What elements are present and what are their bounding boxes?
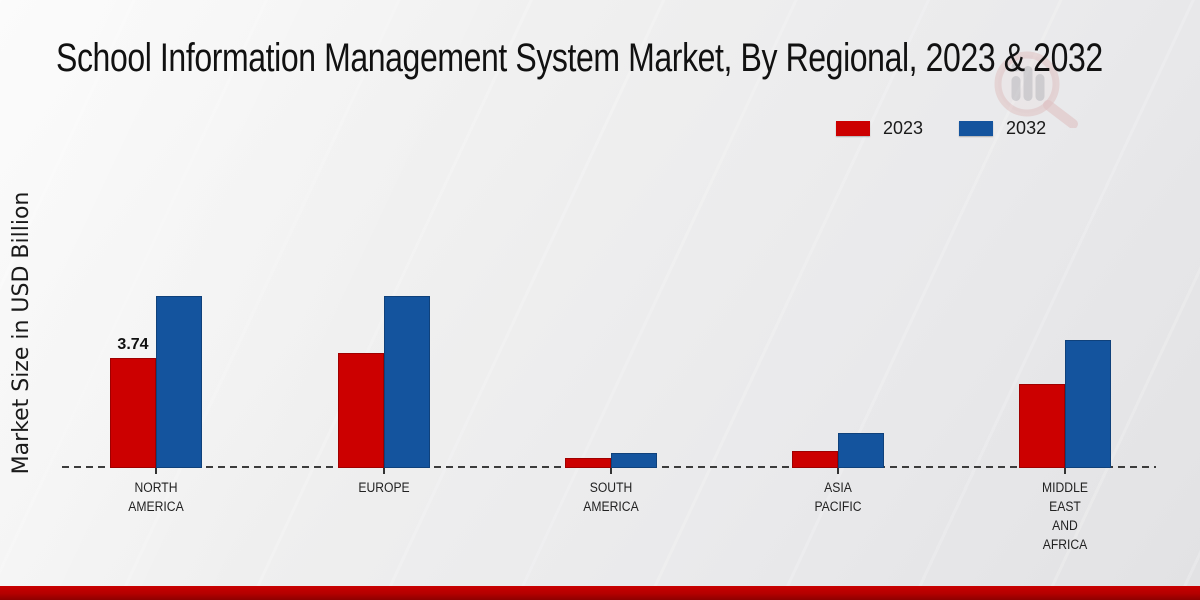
- legend-swatch-2032: [959, 121, 994, 136]
- bar-2032-north-america: [156, 296, 202, 468]
- chart-title: School Information Management System Mar…: [56, 36, 1103, 80]
- legend-label-2023: 2023: [883, 118, 924, 138]
- legend-item-2032: 2032: [959, 118, 1046, 139]
- x-axis-tick-asia-pacific: [837, 468, 839, 474]
- bar-2023-europe: [338, 353, 384, 468]
- x-axis-label-south-america: SOUTH AMERICA: [583, 480, 639, 514]
- bar-2023-asia-pacific: [792, 451, 838, 468]
- bar-2023-south-america: [565, 458, 611, 468]
- x-axis-label-asia-pacific: ASIA PACIFIC: [814, 480, 862, 514]
- legend-swatch-2023: [836, 121, 870, 136]
- x-axis-tick-europe: [383, 468, 385, 474]
- footer-bar: [0, 586, 1200, 600]
- legend-item-2023: 2023: [836, 118, 923, 139]
- x-axis-tick-north-america: [155, 468, 157, 474]
- bar-2032-south-america: [611, 453, 657, 468]
- bar-2032-middle-east-and-africa: [1065, 340, 1111, 468]
- bar-2032-asia-pacific: [838, 433, 884, 468]
- x-axis-label-north-america: NORTH AMERICA: [128, 480, 184, 514]
- x-axis-label-europe: EUROPE: [358, 480, 410, 495]
- bar-2023-north-america: [110, 358, 156, 468]
- x-axis-label-middle-east-and-africa: MIDDLE EAST AND AFRICA: [1042, 480, 1088, 552]
- x-axis-tick-south-america: [610, 468, 612, 474]
- x-axis-tick-middle-east-and-africa: [1064, 468, 1066, 474]
- bar-value-label-2023-north-america: 3.74: [117, 336, 149, 353]
- legend-label-2032: 2032: [1006, 118, 1047, 138]
- bar-2023-middle-east-and-africa: [1019, 384, 1065, 468]
- bar-2032-europe: [384, 296, 430, 468]
- legend: 2023 2032: [836, 118, 1046, 139]
